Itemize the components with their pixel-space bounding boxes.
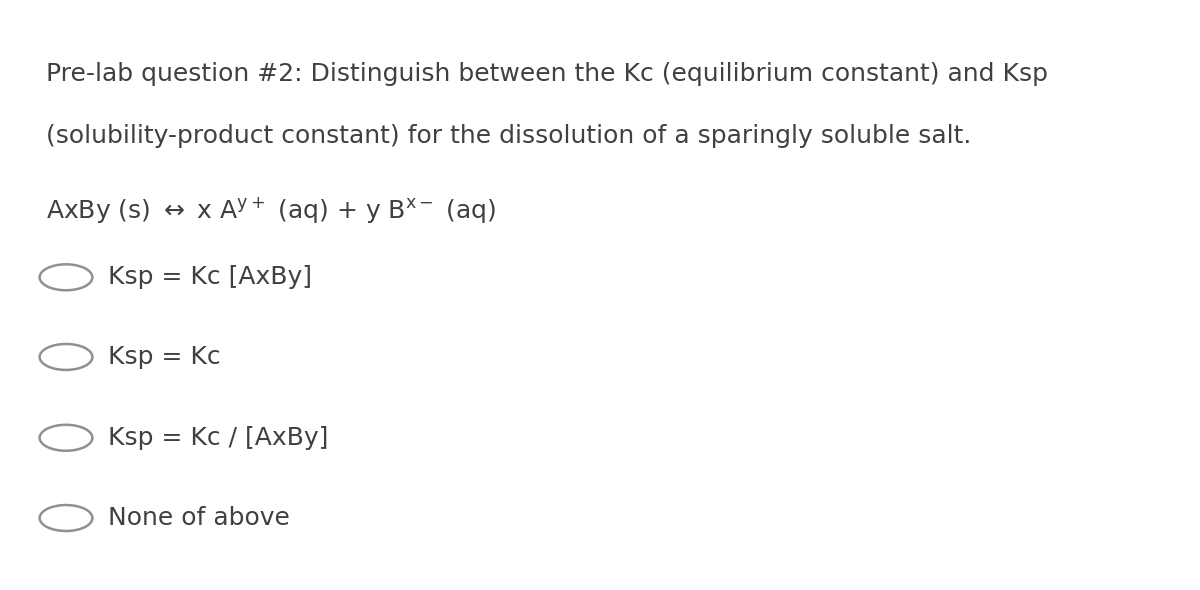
Text: Ksp = Kc / [AxBy]: Ksp = Kc / [AxBy] <box>108 426 329 450</box>
Text: Pre-lab question #2: Distinguish between the Kc (equilibrium constant) and Ksp: Pre-lab question #2: Distinguish between… <box>46 62 1048 86</box>
Text: Ksp = Kc: Ksp = Kc <box>108 345 221 369</box>
Text: (solubility-product constant) for the dissolution of a sparingly soluble salt.: (solubility-product constant) for the di… <box>46 124 971 148</box>
Text: None of above: None of above <box>108 506 290 530</box>
Text: Ksp = Kc [AxBy]: Ksp = Kc [AxBy] <box>108 266 312 289</box>
Text: AxBy (s) $\leftrightarrow$ x A$\mathregular{^{y+}}$ (aq) + y B$\mathregular{^{x-: AxBy (s) $\leftrightarrow$ x A$\mathregu… <box>46 195 496 225</box>
